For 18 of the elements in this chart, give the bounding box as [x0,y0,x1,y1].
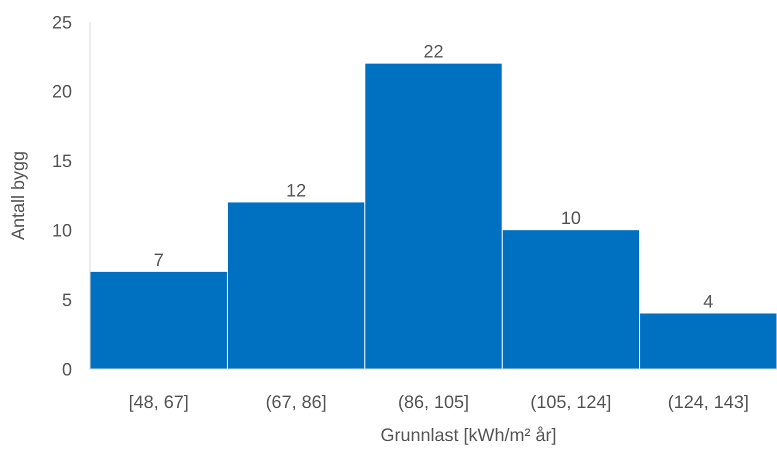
x-tick-label: (124, 143] [668,392,749,412]
data-label: 4 [703,291,714,312]
y-tick-label: 0 [62,359,72,380]
y-tick-label: 15 [52,151,72,172]
data-label: 7 [154,250,164,270]
y-tick-label: 25 [52,12,72,32]
y-tick-label: 20 [52,82,72,102]
data-label: 10 [560,208,581,228]
y-tick-label: 10 [52,220,72,240]
x-tick-label: (67, 86] [266,392,327,412]
data-label: 22 [423,42,444,62]
y-axis-title: Antall bygg [8,150,28,240]
x-tick-label: (86, 105] [398,392,470,412]
y-tick-label: 5 [62,290,72,310]
data-label: 12 [286,180,306,200]
x-tick-label: [48, 67] [128,392,189,412]
x-tick-label: (105, 124] [530,392,612,412]
x-axis-title: Grunnlast [kWh/m² år] [380,425,557,445]
